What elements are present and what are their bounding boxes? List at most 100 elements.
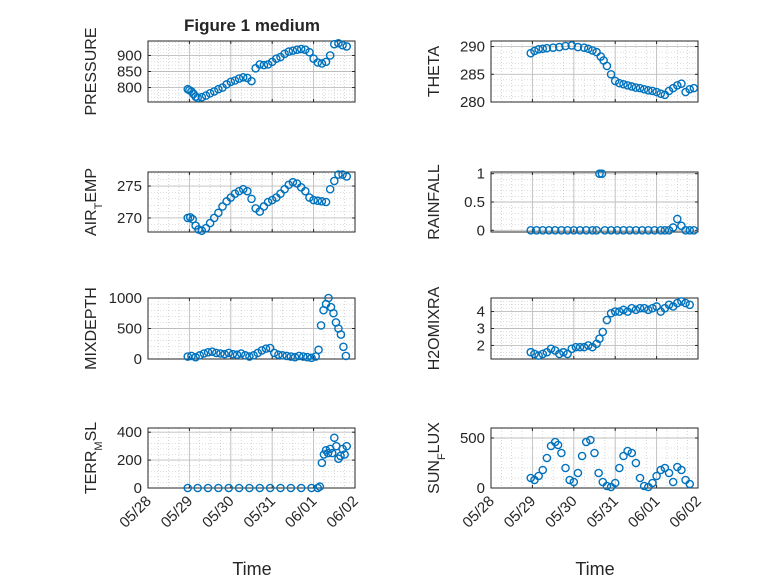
data-point [193, 93, 202, 103]
data-point [573, 468, 583, 478]
data-point [201, 91, 211, 100]
data-point [220, 349, 229, 359]
data-point [342, 441, 352, 451]
data-point [606, 226, 616, 235]
data-point [191, 352, 200, 362]
y-tick-label: 4 [477, 304, 485, 321]
data-point [342, 172, 352, 181]
data-point [573, 42, 583, 52]
data-point [673, 214, 682, 224]
data-point [307, 353, 316, 363]
data-point [627, 82, 637, 91]
data-point [631, 226, 641, 235]
data-point [274, 350, 283, 360]
data-point [336, 330, 346, 339]
data-point [534, 45, 543, 54]
panel-right-2: 0 0.5 1 RAINFALL [426, 164, 699, 240]
data-point [255, 483, 265, 493]
data-point [534, 471, 543, 481]
series-terr-msl [183, 433, 352, 493]
data-point [240, 351, 250, 360]
y-tick-label: 285 [460, 66, 485, 83]
data-point [292, 45, 302, 54]
data-point [329, 176, 339, 186]
data-point [313, 483, 323, 493]
data-point [329, 39, 339, 49]
data-point [561, 41, 570, 51]
data-point [317, 59, 327, 68]
y-axis-label: RAINFALL [426, 164, 443, 240]
data-point [265, 343, 275, 353]
data-point [234, 483, 244, 493]
axes-box [147, 171, 356, 233]
data-point [583, 341, 593, 350]
data-point [639, 303, 649, 313]
data-point [276, 483, 285, 493]
data-point [588, 46, 597, 55]
data-point [623, 81, 632, 90]
data-point [327, 448, 337, 458]
data-point [565, 475, 574, 485]
data-point [329, 433, 339, 443]
series-theta [526, 41, 699, 100]
data-point [660, 226, 670, 235]
data-point [685, 479, 695, 489]
data-point [538, 44, 548, 54]
data-point [673, 298, 682, 308]
y-axis-label: THETA [426, 46, 443, 98]
data-point [203, 347, 213, 357]
y-tick-label: 850 [117, 64, 142, 81]
data-point [272, 54, 281, 63]
data-point [644, 86, 653, 95]
data-point [656, 465, 666, 475]
data-point [187, 351, 196, 361]
data-point [321, 197, 331, 207]
data-point [648, 303, 657, 313]
data-point [530, 349, 539, 359]
y-tick-label: 500 [117, 321, 142, 338]
y-axis-label: MIXDEPTH [83, 287, 100, 370]
data-point [619, 305, 628, 315]
series-sun-flux [526, 435, 695, 492]
y-tick-label: 800 [117, 80, 142, 97]
axes-box [490, 40, 699, 103]
data-point [677, 297, 686, 306]
data-point [619, 451, 628, 461]
data-point [232, 350, 242, 360]
y-tick-label: 0.5 [464, 194, 485, 211]
data-point [314, 345, 323, 355]
data-point [305, 47, 314, 57]
data-point [612, 226, 622, 235]
data-point [631, 458, 641, 468]
data-point [216, 349, 225, 358]
data-point [606, 69, 616, 79]
series-rainfall [526, 169, 699, 235]
data-point [255, 60, 265, 69]
data-point [534, 351, 543, 360]
data-point [590, 448, 599, 458]
data-point [544, 226, 554, 235]
data-point [339, 342, 348, 352]
data-point [205, 89, 215, 98]
data-point [313, 58, 323, 67]
data-point [595, 334, 604, 343]
y-tick-label: 0 [134, 480, 142, 497]
panel-left-2: 270 275 AIRTEMP [83, 168, 356, 236]
data-point [288, 177, 298, 187]
y-tick-label: 280 [460, 94, 485, 111]
data-point [212, 348, 221, 358]
data-point [294, 351, 304, 361]
data-point [664, 300, 674, 310]
data-point [668, 223, 678, 232]
data-point [538, 465, 548, 475]
data-point [610, 76, 620, 86]
x-axis-label-right: Time [575, 559, 614, 579]
panel-right-1: 280 285 290 THETA [426, 39, 699, 111]
data-point [203, 483, 213, 493]
y-tick-label: 1000 [109, 290, 142, 307]
data-point [209, 87, 219, 96]
data-point [681, 226, 690, 235]
data-point [673, 81, 682, 90]
data-point [199, 349, 209, 358]
axes-box [490, 427, 699, 489]
